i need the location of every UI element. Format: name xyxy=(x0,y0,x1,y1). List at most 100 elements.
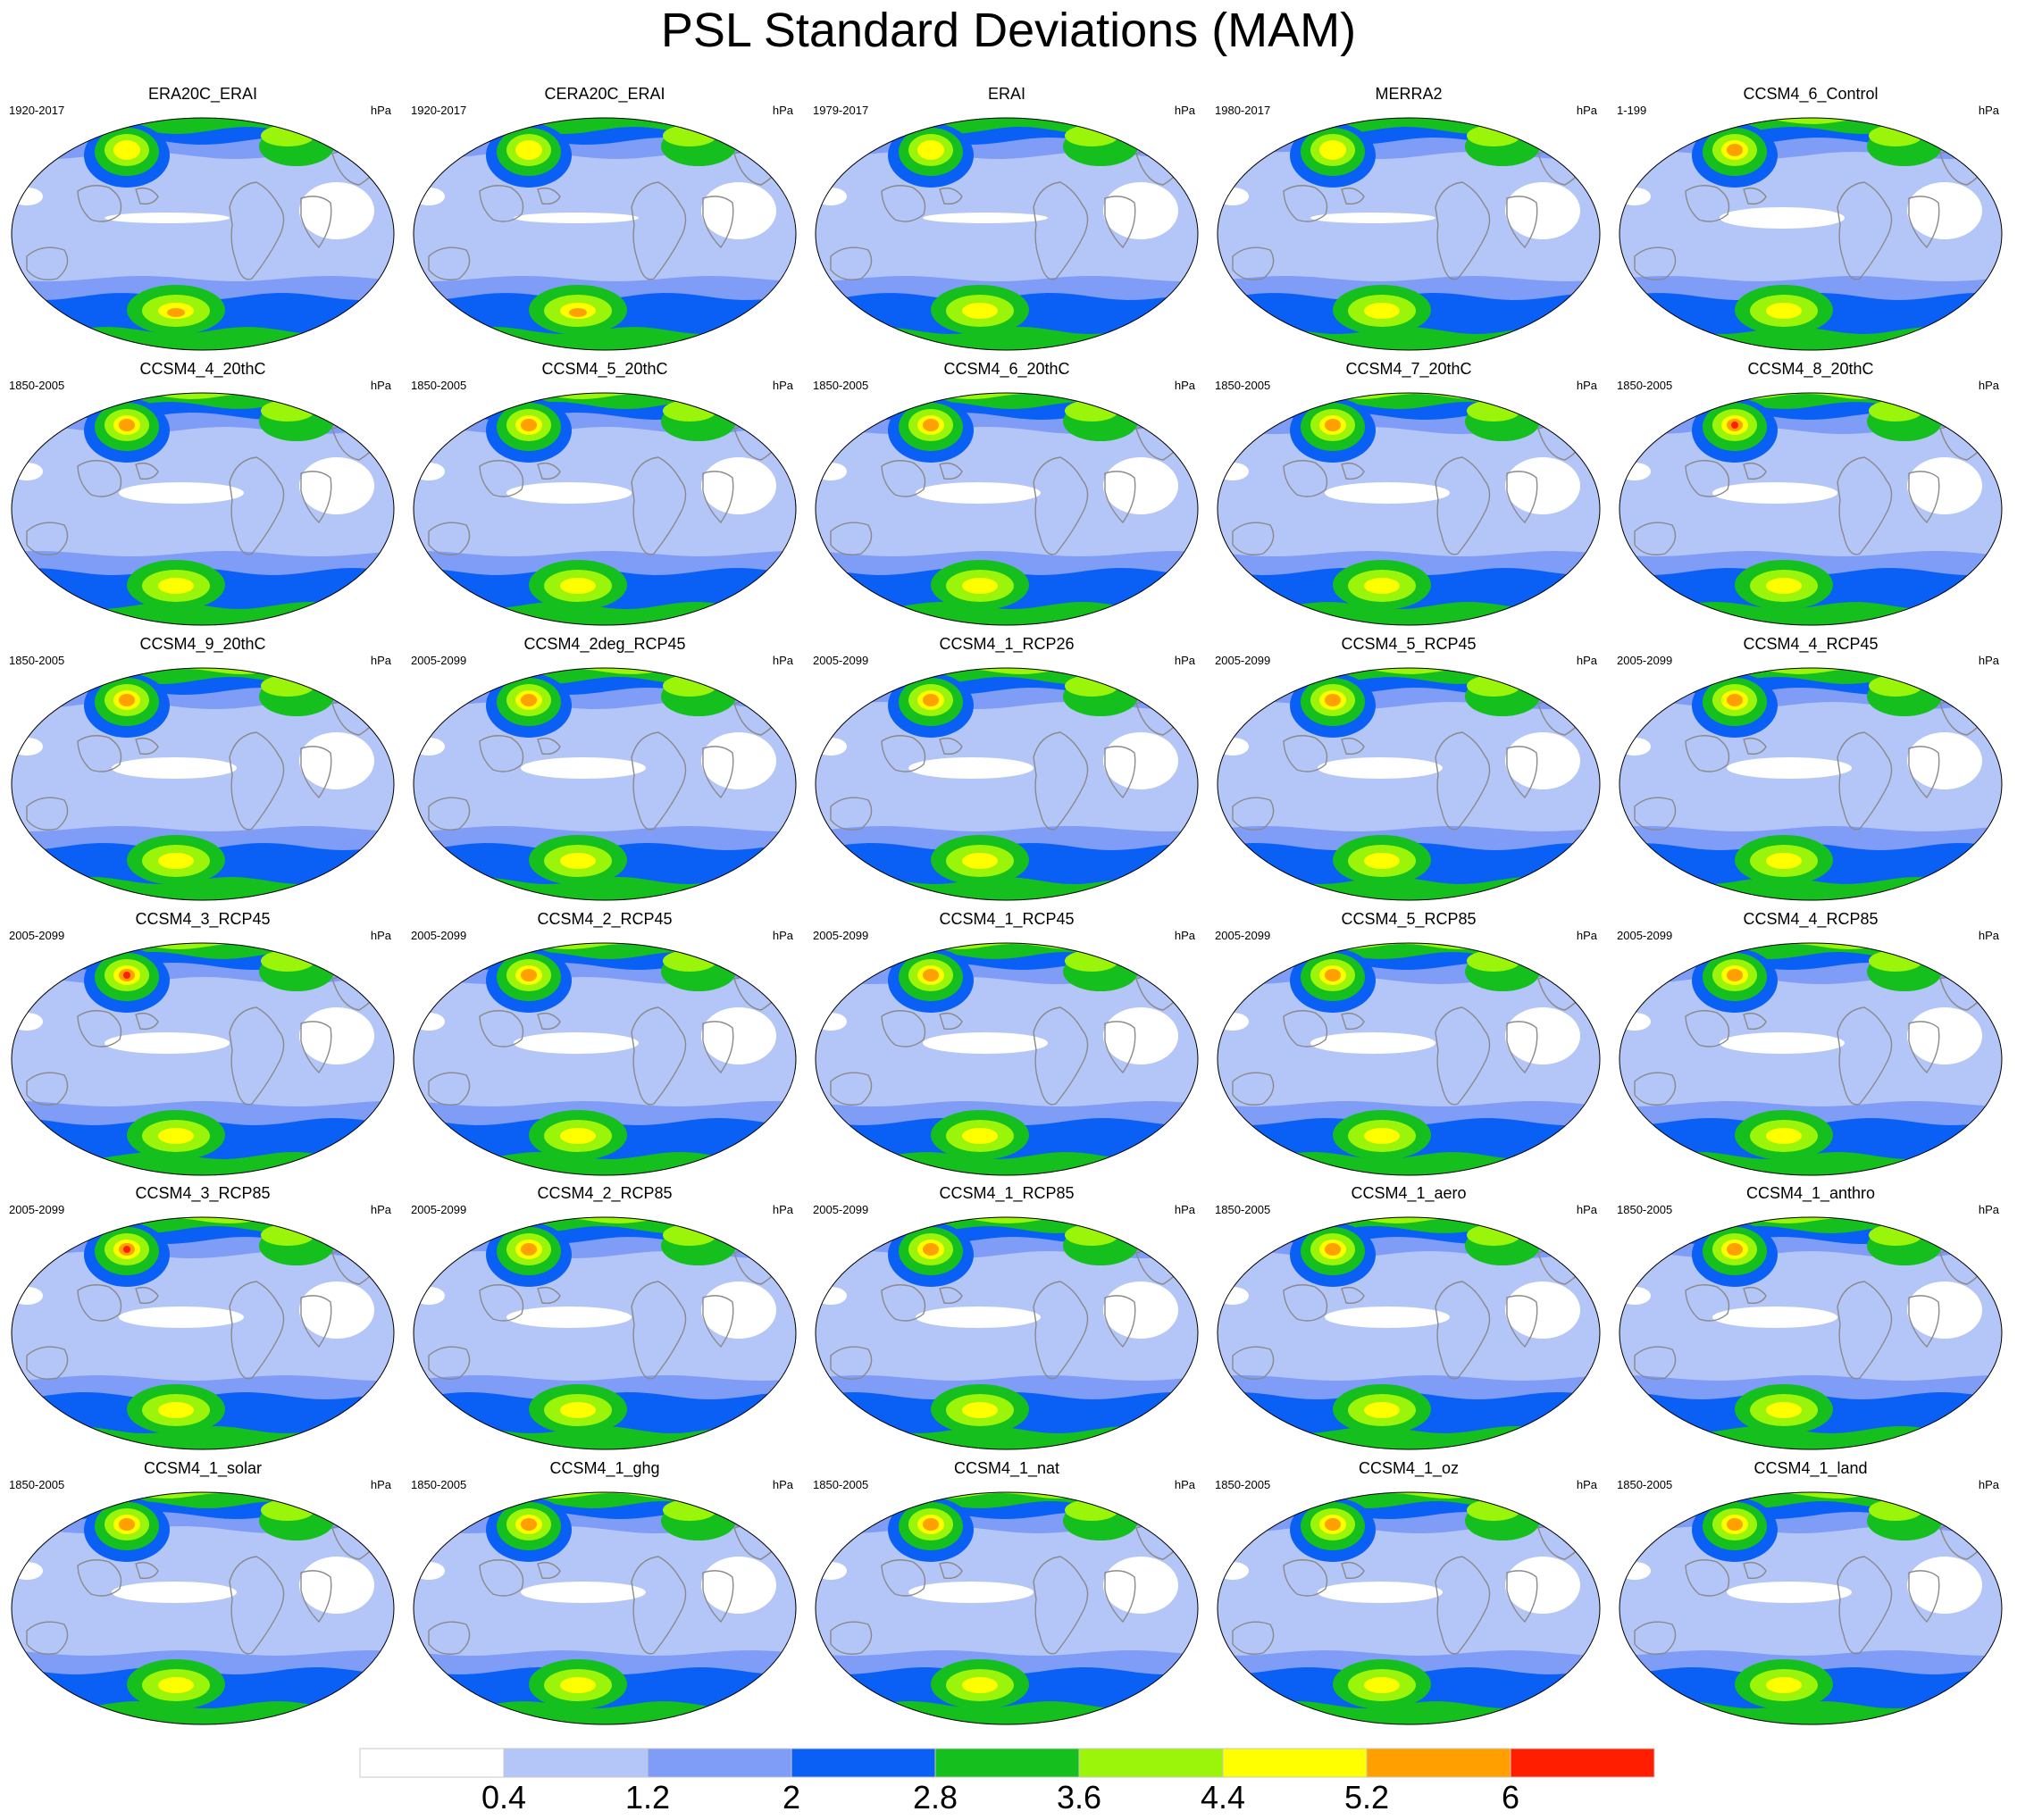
map-panel: CCSM4_1_RCP85 2005-2099 hPa xyxy=(806,1183,1208,1451)
map-panel: MERRA2 1980-2017 hPa xyxy=(1208,84,1610,352)
colorbar-tick-label: 2 xyxy=(782,1779,801,1816)
panel-unit: hPa xyxy=(1978,1203,1999,1216)
colorbar-tick-label: 4.4 xyxy=(1200,1779,1246,1816)
map-panel: CCSM4_1_aero 1850-2005 hPa xyxy=(1208,1183,1610,1451)
panel-period: 2005-2099 xyxy=(1215,654,1271,667)
panel-title: CCSM4_4_20thC xyxy=(139,360,266,378)
panel-period: 1850-2005 xyxy=(1215,1203,1271,1216)
robinson-map xyxy=(413,1216,797,1450)
colorbar-tick-label: 5.2 xyxy=(1343,1779,1390,1816)
map-panel: ERAI 1979-2017 hPa xyxy=(806,84,1208,352)
panel-unit: hPa xyxy=(370,654,391,667)
robinson-map xyxy=(11,1491,395,1725)
map-panel: CERA20C_ERAI 1920-2017 hPa xyxy=(404,84,806,352)
robinson-map xyxy=(815,392,1199,626)
panel-period: 1850-2005 xyxy=(1215,379,1271,392)
panel-unit: hPa xyxy=(1576,379,1597,392)
map-panel: CCSM4_2_RCP85 2005-2099 hPa xyxy=(404,1183,806,1451)
map-panel: CCSM4_4_RCP45 2005-2099 hPa xyxy=(1610,634,2012,902)
panel-title: CCSM4_1_ghg xyxy=(549,1459,660,1477)
colorbar-swatch xyxy=(647,1748,792,1778)
map-panel: CCSM4_1_RCP26 2005-2099 hPa xyxy=(806,634,1208,902)
panel-unit: hPa xyxy=(1174,929,1195,942)
robinson-map xyxy=(413,942,797,1176)
robinson-map xyxy=(11,942,395,1176)
map-panel: ERA20C_ERAI 1920-2017 hPa xyxy=(2,84,404,352)
panel-unit: hPa xyxy=(1576,929,1597,942)
panel-title: MERRA2 xyxy=(1375,85,1443,103)
robinson-map xyxy=(815,1491,1199,1725)
panel-period: 2005-2099 xyxy=(9,929,65,942)
colorbar-tick-label: 3.6 xyxy=(1056,1779,1102,1816)
colorbar-swatch xyxy=(359,1748,505,1778)
colorbar-tick-label: 2.8 xyxy=(912,1779,958,1816)
colorbar-swatch xyxy=(1366,1748,1511,1778)
robinson-map xyxy=(815,667,1199,901)
panel-title: CCSM4_3_RCP85 xyxy=(135,1184,271,1202)
robinson-map xyxy=(11,117,395,351)
panel-title: CCSM4_1_RCP85 xyxy=(939,1184,1075,1202)
panel-period: 1-199 xyxy=(1617,104,1647,117)
panel-unit: hPa xyxy=(1978,1478,1999,1491)
map-panel: CCSM4_8_20thC 1850-2005 hPa xyxy=(1610,359,2012,627)
robinson-map xyxy=(413,117,797,351)
panel-unit: hPa xyxy=(772,104,793,117)
colorbar-swatch xyxy=(1078,1748,1224,1778)
panel-period: 2005-2099 xyxy=(1215,929,1271,942)
robinson-map xyxy=(1619,117,2003,351)
panel-unit: hPa xyxy=(1174,379,1195,392)
panel-period: 1980-2017 xyxy=(1215,104,1271,117)
robinson-map xyxy=(1217,942,1601,1176)
panel-title: CCSM4_7_20thC xyxy=(1345,360,1472,378)
panel-unit: hPa xyxy=(1576,1478,1597,1491)
panel-unit: hPa xyxy=(1576,1203,1597,1216)
map-panel: CCSM4_4_20thC 1850-2005 hPa xyxy=(2,359,404,627)
panel-unit: hPa xyxy=(1576,654,1597,667)
map-panel: CCSM4_1_RCP45 2005-2099 hPa xyxy=(806,909,1208,1177)
panel-period: 1850-2005 xyxy=(1617,1203,1673,1216)
robinson-map xyxy=(11,667,395,901)
robinson-map xyxy=(815,117,1199,351)
panel-title: ERA20C_ERAI xyxy=(147,85,258,103)
map-panel: CCSM4_1_ghg 1850-2005 hPa xyxy=(404,1458,806,1726)
robinson-map xyxy=(11,392,395,626)
panel-unit: hPa xyxy=(370,1203,391,1216)
panel-period: 1850-2005 xyxy=(9,654,65,667)
map-panel: CCSM4_6_20thC 1850-2005 hPa xyxy=(806,359,1208,627)
panel-unit: hPa xyxy=(1978,104,1999,117)
colorbar-swatch xyxy=(791,1748,936,1778)
panel-period: 2005-2099 xyxy=(411,1203,467,1216)
panel-title: CCSM4_6_20thC xyxy=(943,360,1070,378)
robinson-map xyxy=(1217,1216,1601,1450)
panel-period: 1850-2005 xyxy=(411,1478,467,1491)
panel-period: 2005-2099 xyxy=(9,1203,65,1216)
map-panel: CCSM4_2deg_RCP45 2005-2099 hPa xyxy=(404,634,806,902)
colorbar-tick-label: 0.4 xyxy=(481,1779,527,1816)
robinson-map xyxy=(1619,1491,2003,1725)
robinson-map xyxy=(1217,392,1601,626)
panel-period: 1850-2005 xyxy=(1617,379,1673,392)
panel-title: CCSM4_1_solar xyxy=(143,1459,263,1477)
panel-unit: hPa xyxy=(370,1478,391,1491)
map-panel: CCSM4_6_Control 1-199 hPa xyxy=(1610,84,2012,352)
panel-title: CCSM4_1_land xyxy=(1753,1459,1868,1477)
panel-period: 1850-2005 xyxy=(9,1478,65,1491)
robinson-map xyxy=(1217,117,1601,351)
panel-title: CCSM4_4_RCP45 xyxy=(1743,635,1879,653)
panel-title: CCSM4_1_nat xyxy=(953,1459,1060,1477)
panel-period: 1920-2017 xyxy=(411,104,467,117)
robinson-map xyxy=(11,1216,395,1450)
panel-period: 1850-2005 xyxy=(9,379,65,392)
panel-period: 1850-2005 xyxy=(1617,1478,1673,1491)
panel-title: CCSM4_2deg_RCP45 xyxy=(523,635,686,653)
panel-period: 1979-2017 xyxy=(813,104,869,117)
panel-unit: hPa xyxy=(1978,654,1999,667)
panel-period: 2005-2099 xyxy=(411,654,467,667)
panel-period: 2005-2099 xyxy=(813,929,869,942)
panel-title: CCSM4_4_RCP85 xyxy=(1743,910,1879,928)
panel-title: CCSM4_1_RCP26 xyxy=(939,635,1075,653)
panel-unit: hPa xyxy=(1174,104,1195,117)
panel-title: CCSM4_9_20thC xyxy=(139,635,266,653)
map-panel: CCSM4_1_anthro 1850-2005 hPa xyxy=(1610,1183,2012,1451)
panel-title: CCSM4_2_RCP45 xyxy=(537,910,673,928)
